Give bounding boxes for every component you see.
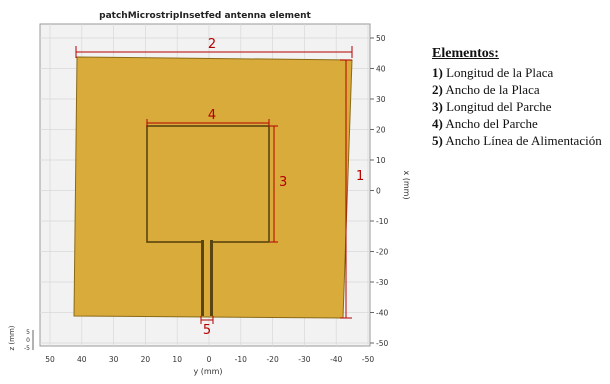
label-patch-length: 3 [279, 175, 287, 190]
bottom-tick-label: -50 [362, 355, 374, 364]
label-feed-width: 5 [203, 323, 211, 338]
antenna-plot: patchMicrostripInsetfed antenna element … [8, 11, 411, 376]
z-tick-label: -5 [24, 345, 30, 352]
bottom-axis-ticks: 50 40 30 20 10 0 -10 -20 -30 -40 -50 [45, 355, 374, 364]
antenna-figure: patchMicrostripInsetfed antenna element … [8, 11, 411, 376]
legend-item-text: Ancho Línea de Alimentación [445, 133, 602, 148]
label-plate-length: 1 [356, 169, 364, 184]
legend: Elementos: 1) Longitud de la Placa 2) An… [432, 46, 608, 149]
patch [150, 129, 266, 239]
dimension-patch-length [270, 125, 278, 243]
z-tick-label: 0 [26, 337, 30, 344]
legend-item: 5) Ancho Línea de Alimentación [432, 132, 608, 149]
legend-item-number: 1) [432, 65, 443, 80]
right-tick-label: 30 [376, 95, 386, 104]
right-tick-label: 40 [376, 65, 386, 74]
label-plate-width: 2 [208, 37, 216, 52]
bottom-tick-label: 10 [172, 355, 182, 364]
right-tick-label: -30 [376, 278, 388, 287]
x-axis-label: x (mm) [402, 170, 411, 199]
dimension-feed-width [200, 316, 214, 324]
legend-item: 4) Ancho del Parche [432, 115, 608, 132]
bottom-tick-label: 30 [109, 355, 119, 364]
legend-item: 3) Longitud del Parche [432, 98, 608, 115]
right-tick-label: 10 [376, 156, 386, 165]
legend-item-number: 2) [432, 82, 443, 97]
z-axis-label: z (mm) [8, 325, 16, 350]
legend-item-text: Longitud de la Placa [446, 65, 554, 80]
bottom-tick-label: -30 [298, 355, 310, 364]
label-patch-width: 4 [208, 108, 216, 123]
legend-item: 2) Ancho de la Placa [432, 81, 608, 98]
z-axis-ticks: 50-5 [24, 329, 34, 352]
right-tick-label: 50 [376, 34, 386, 43]
feed-line [204, 238, 210, 316]
bottom-tick-label: -40 [330, 355, 342, 364]
dimension-plate-length [340, 59, 352, 319]
bottom-tick-label: 50 [45, 355, 55, 364]
bottom-tick-label: 0 [207, 355, 212, 364]
right-tick-label: -40 [376, 309, 388, 318]
legend-title: Elementos: [432, 46, 499, 61]
right-tick-label: -10 [376, 217, 388, 226]
legend-item: 1) Longitud de la Placa [432, 64, 608, 81]
dimension-patch-width [146, 119, 270, 127]
legend-item-text: Ancho del Parche [445, 116, 538, 131]
bottom-tick-label: 40 [77, 355, 87, 364]
y-axis-label: y (mm) [193, 367, 222, 376]
bottom-tick-label: 20 [141, 355, 151, 364]
right-axis-ticks: 50 40 30 20 10 0 -10 -20 -30 -40 -50 [370, 34, 388, 348]
dimension-plate-width [75, 46, 353, 58]
legend-item-number: 4) [432, 116, 443, 131]
right-tick-label: 20 [376, 126, 386, 135]
figure-title: patchMicrostripInsetfed antenna element [99, 11, 311, 21]
z-tick-label: 5 [26, 329, 30, 336]
right-tick-label: -20 [376, 248, 388, 257]
bottom-tick-label: -10 [235, 355, 247, 364]
legend-item-number: 3) [432, 99, 443, 114]
right-tick-label: -50 [376, 339, 388, 348]
legend-item-text: Longitud del Parche [446, 99, 552, 114]
bottom-tick-label: -20 [266, 355, 278, 364]
right-tick-label: 0 [376, 187, 381, 196]
legend-item-text: Ancho de la Placa [445, 82, 540, 97]
legend-item-number: 5) [432, 133, 443, 148]
